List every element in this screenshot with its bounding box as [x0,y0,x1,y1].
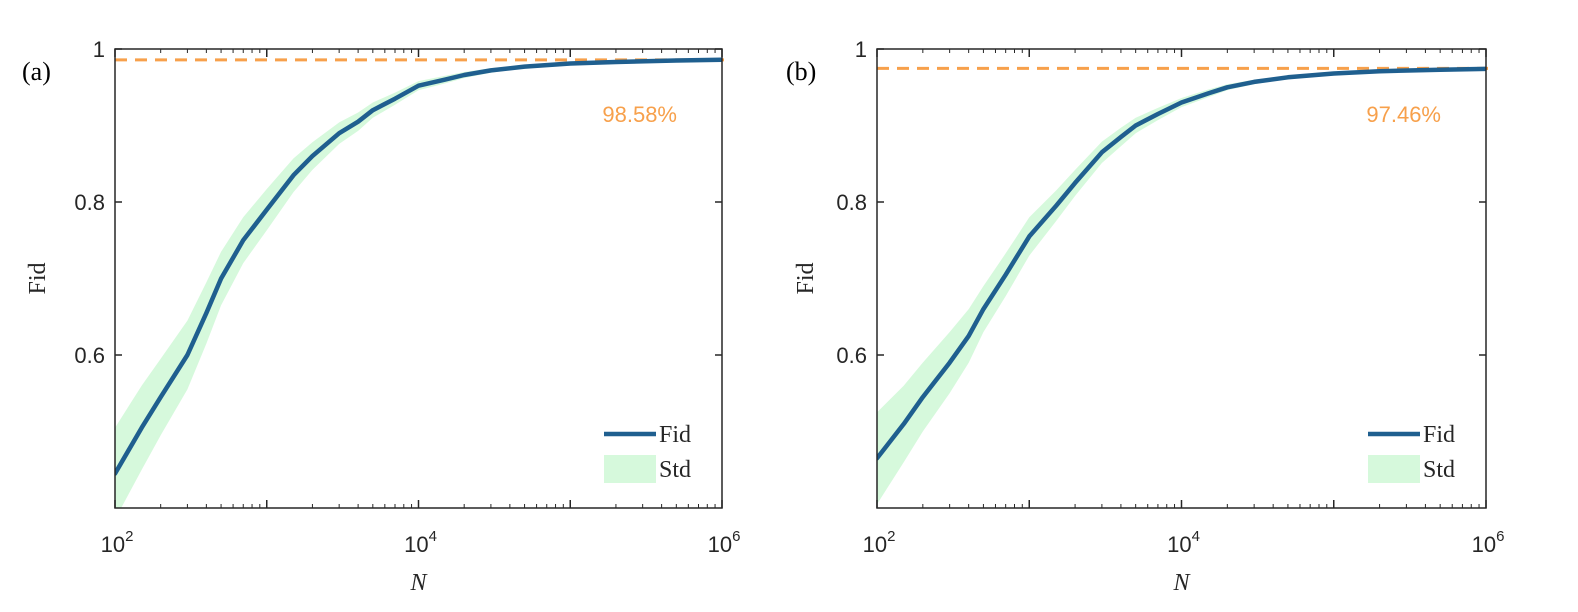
y-tick-label: 0.6 [836,343,867,368]
x-tick-label: 102 [101,528,134,557]
reference-annotation: 97.46% [1366,102,1441,127]
x-axis-title: N [1172,570,1191,596]
chart-panel-a: 0.6 0.8 1 102 104 106 N Fid (a) 98.58% Fid Std [22,37,740,596]
legend-std-label: Std [659,457,691,483]
std-band [877,68,1486,505]
x-tick-label: 106 [708,528,741,557]
chart-panel-b: 0.6 0.8 1 102 104 106 N Fid (b) 97.46% Fid Std [786,37,1504,596]
legend-fid-label: Fid [659,422,691,448]
x-tick-label: 104 [1167,528,1200,557]
x-tick-label: 104 [404,528,437,557]
y-axis-title: Fid [25,262,51,294]
panel-label: (b) [786,57,816,86]
y-tick-label: 0.8 [836,190,867,215]
fid-line [877,66,1486,461]
y-tick-label: 1 [855,37,867,62]
x-tick-label: 102 [863,528,896,557]
panel-label: (a) [22,57,51,86]
legend-std-label: Std [1423,457,1455,483]
legend-fid-label: Fid [1423,422,1455,448]
x-tick-label: 106 [1472,528,1505,557]
x-axis-title: N [409,570,428,596]
y-tick-label: 0.8 [74,190,105,215]
std-band [115,58,722,508]
y-tick-label: 0.6 [74,343,105,368]
y-tick-label: 1 [93,37,105,62]
y-axis-title: Fid [793,262,819,294]
legend-std-swatch [1368,455,1420,483]
legend-std-swatch [604,455,656,483]
reference-annotation: 98.58% [602,102,677,127]
